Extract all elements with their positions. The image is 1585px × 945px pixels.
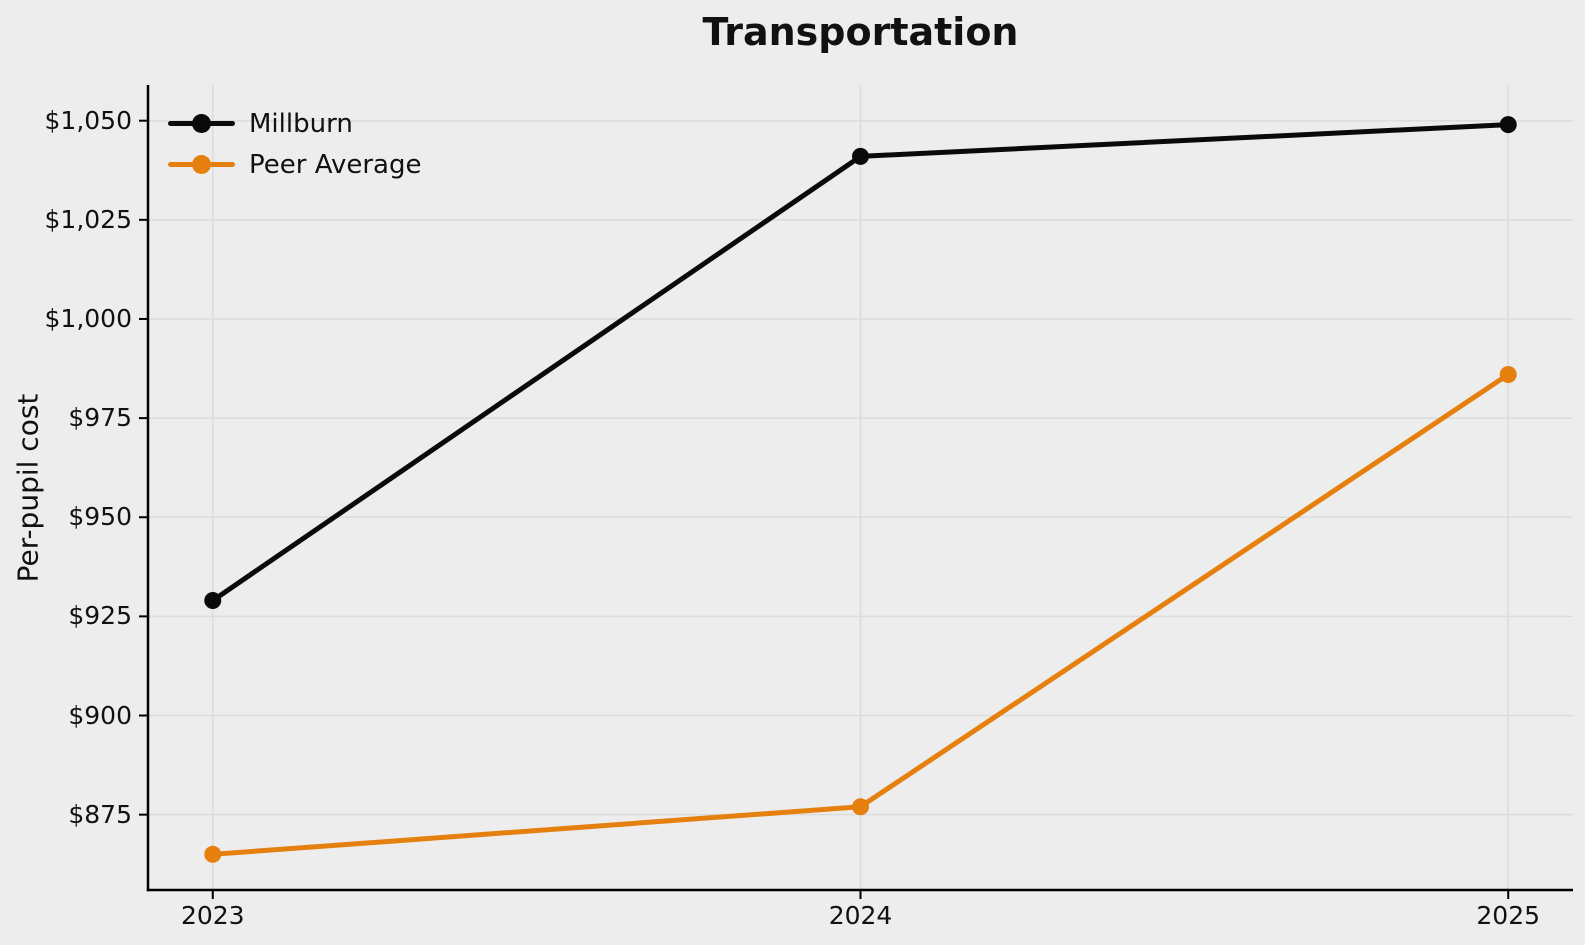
legend-label: Peer Average bbox=[249, 149, 422, 180]
legend-marker-icon bbox=[168, 112, 235, 136]
x-tick-label: 2024 bbox=[828, 901, 893, 930]
data-point-peer-average-2024 bbox=[852, 798, 869, 816]
x-tick-label: 2025 bbox=[1476, 901, 1541, 930]
data-point-millburn-2023 bbox=[204, 592, 222, 610]
legend-dot-sample bbox=[192, 114, 211, 133]
x-tick-label: 2023 bbox=[180, 901, 245, 930]
y-tick-label: $950 bbox=[68, 502, 132, 532]
chart-title: Transportation bbox=[702, 10, 1019, 54]
legend: Millburn Peer Average bbox=[168, 103, 421, 185]
legend-item-peer-average: Peer Average bbox=[168, 144, 421, 185]
data-point-millburn-2025 bbox=[1499, 116, 1517, 134]
y-tick-label: $1,025 bbox=[44, 204, 132, 234]
legend-dot-sample bbox=[192, 155, 211, 174]
y-tick-label: $900 bbox=[68, 700, 132, 730]
y-tick-label: $975 bbox=[68, 403, 132, 433]
y-tick-label: $1,050 bbox=[44, 105, 132, 135]
data-point-peer-average-2025 bbox=[1499, 365, 1517, 383]
y-tick-label: $1,000 bbox=[44, 303, 132, 333]
legend-marker-icon bbox=[168, 153, 235, 177]
y-tick-label: $925 bbox=[68, 601, 132, 631]
legend-item-millburn: Millburn bbox=[168, 103, 421, 144]
y-tick-label: $875 bbox=[68, 799, 132, 829]
data-point-millburn-2024 bbox=[852, 147, 869, 165]
legend-label: Millburn bbox=[249, 108, 353, 139]
data-point-peer-average-2023 bbox=[204, 845, 222, 863]
